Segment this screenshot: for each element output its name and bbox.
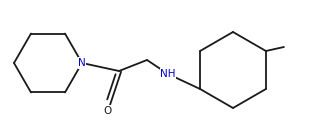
Text: N: N [78,58,86,68]
Text: O: O [104,106,112,116]
Text: NH: NH [160,69,176,79]
